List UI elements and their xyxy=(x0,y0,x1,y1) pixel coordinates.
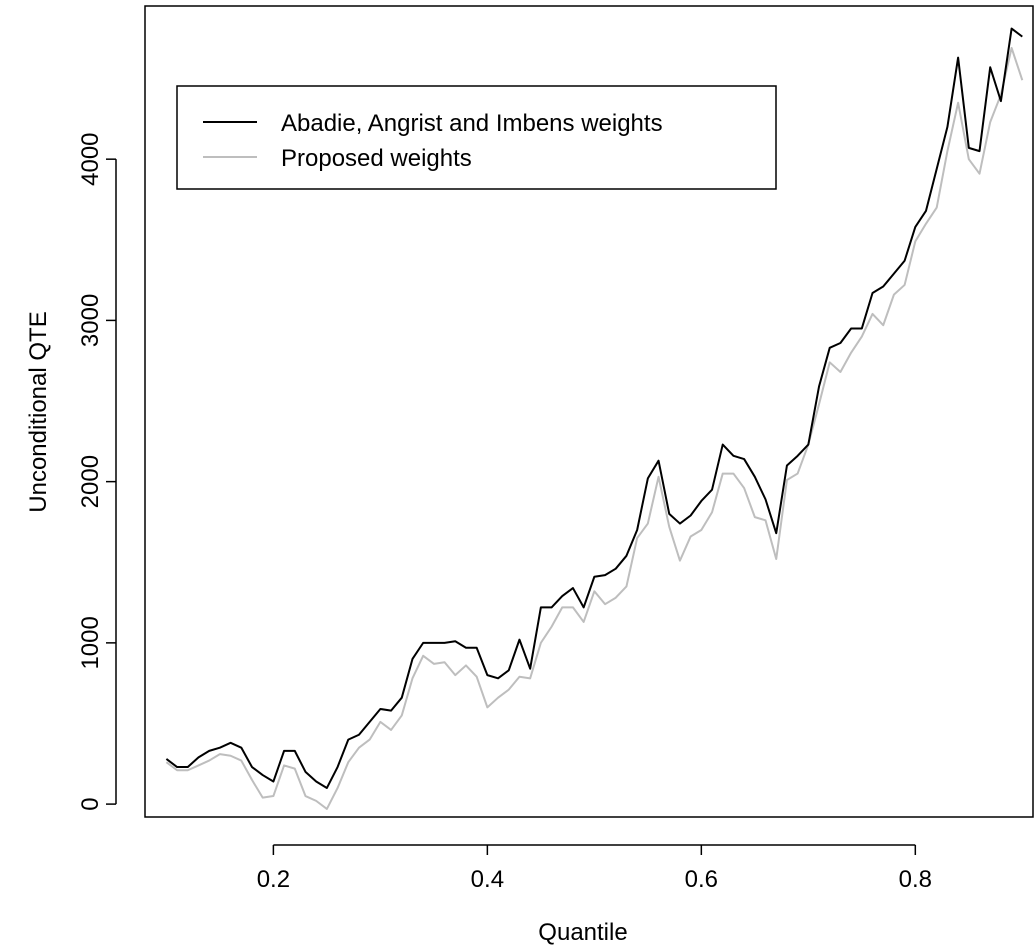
series-layer xyxy=(165,27,1024,810)
y-tick-label: 4000 xyxy=(77,132,104,185)
y-tick-label: 3000 xyxy=(77,294,104,347)
legend-box xyxy=(176,85,777,190)
series-line-proposed-weights xyxy=(165,46,1024,810)
y-tick-label: 1000 xyxy=(77,616,104,669)
series-line-aai-weights xyxy=(165,27,1023,789)
y-tick-label: 2000 xyxy=(77,455,104,508)
legend: Abadie, Angrist and Imbens weights Propo… xyxy=(176,85,777,190)
y-axis-title: Unconditional QTE xyxy=(25,311,52,512)
legend-label-aai-weights: Abadie, Angrist and Imbens weights xyxy=(281,110,663,137)
y-tick-label: 0 xyxy=(77,797,104,810)
x-axis: 0.2 0.4 0.6 0.8 xyxy=(257,844,932,893)
x-tick-label: 0.8 xyxy=(899,866,932,893)
y-axis: 0 1000 2000 3000 4000 xyxy=(77,132,117,811)
legend-label-proposed-weights: Proposed weights xyxy=(281,145,472,172)
plot-frame xyxy=(144,5,1034,818)
x-axis-title: Quantile xyxy=(538,919,627,946)
x-tick-label: 0.2 xyxy=(257,866,290,893)
x-tick-label: 0.6 xyxy=(685,866,718,893)
x-tick-label: 0.4 xyxy=(471,866,504,893)
